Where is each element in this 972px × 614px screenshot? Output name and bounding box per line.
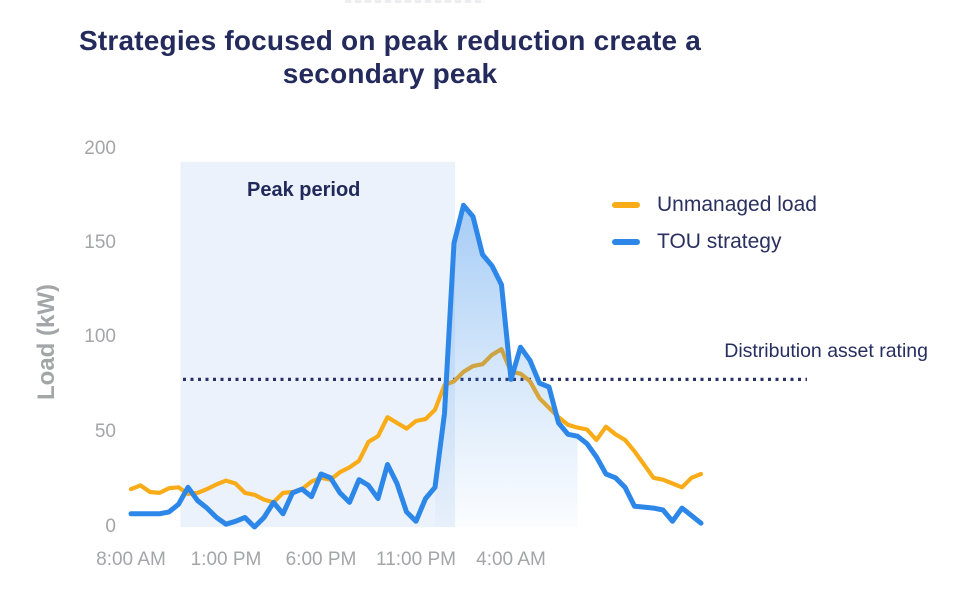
x-tick-11pm: 11:00 PM (376, 549, 456, 570)
x-tick-1pm: 1:00 PM (190, 549, 262, 570)
chart-legend: Unmanaged load TOU strategy (612, 192, 817, 266)
legend-item-unmanaged-load: Unmanaged load (612, 192, 817, 218)
peak-period-label: Peak period (247, 179, 361, 201)
asset-rating-label: Distribution asset rating (724, 340, 928, 362)
y-tick-150: 150 (84, 232, 116, 253)
tou-strategy-line (128, 202, 704, 530)
peak-period-region (180, 161, 455, 527)
y-tick-200: 200 (84, 138, 116, 159)
unmanaged-load-line (128, 347, 704, 505)
legend-label: TOU strategy (657, 230, 782, 253)
x-tick-6pm: 6:00 PM (285, 549, 357, 570)
tou-spike-fill (435, 205, 578, 528)
legend-label: Unmanaged load (657, 193, 817, 216)
x-tick-8am: 8:00 AM (96, 549, 166, 570)
x-tick-4am: 4:00 AM (476, 549, 546, 570)
y-tick-50: 50 (94, 421, 116, 442)
tou-strategy-swatch-icon (612, 239, 640, 245)
legend-item-tou-strategy: TOU strategy (612, 229, 817, 255)
chart-title-line1: Strategies focused on peak reduction cre… (78, 25, 702, 56)
chart-title: Strategies focused on peak reduction cre… (0, 24, 780, 90)
y-tick-100: 100 (84, 326, 116, 347)
unmanaged-load-swatch-icon (612, 202, 640, 208)
chart-title-line2: secondary peak (282, 58, 498, 89)
cropped-watermark-strip (345, 0, 485, 3)
y-tick-0: 0 (105, 516, 116, 537)
